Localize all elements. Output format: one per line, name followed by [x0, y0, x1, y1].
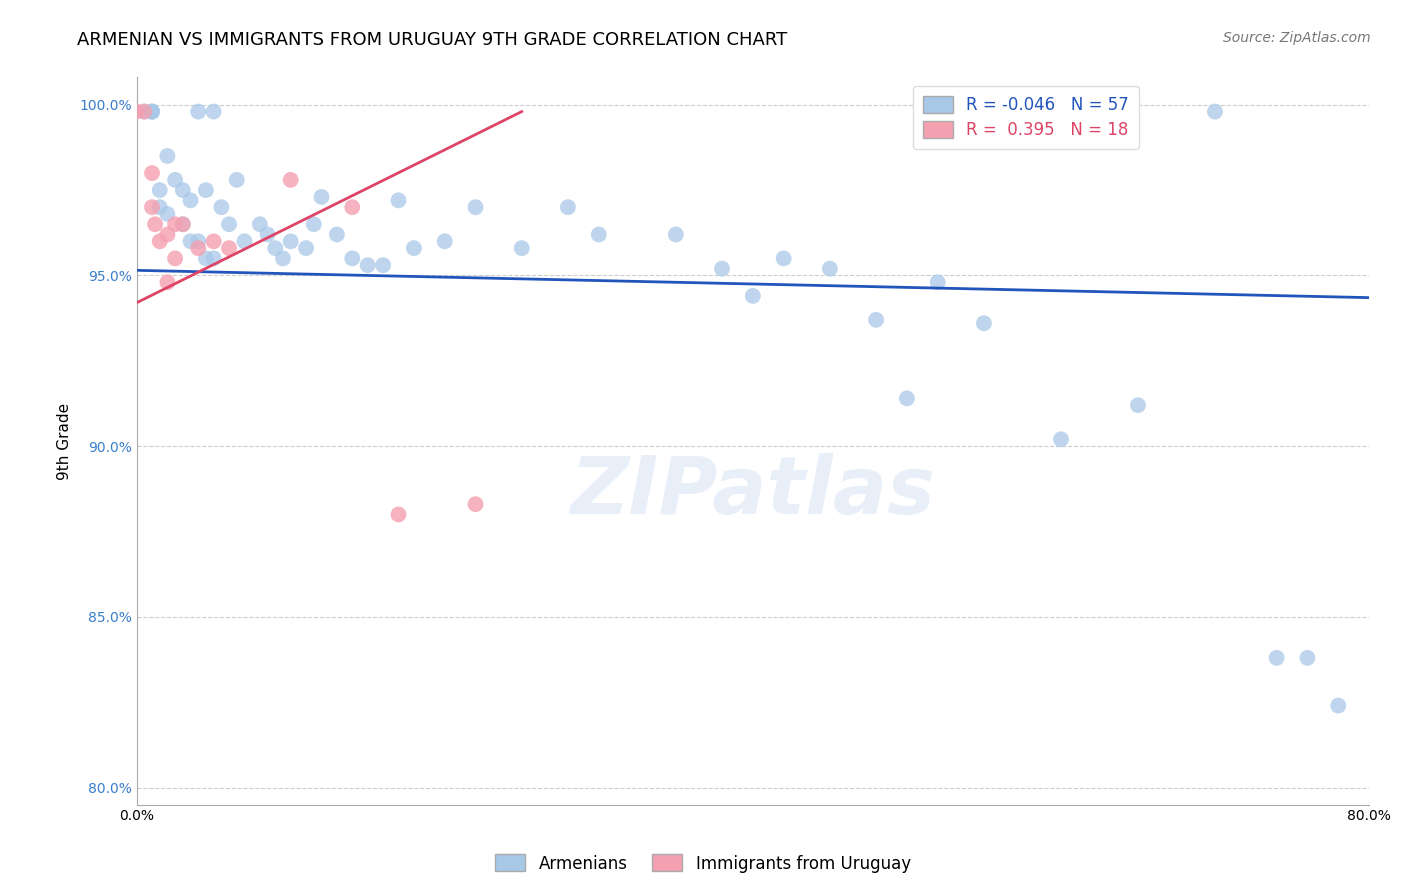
- Point: [202, 235, 225, 249]
- Point: [194, 252, 217, 266]
- Point: [218, 241, 240, 255]
- Point: [172, 217, 194, 231]
- Point: [387, 508, 409, 522]
- Point: [187, 241, 209, 255]
- Point: [141, 104, 163, 119]
- Point: [134, 104, 156, 119]
- Text: ARMENIAN VS IMMIGRANTS FROM URUGUAY 9TH GRADE CORRELATION CHART: ARMENIAN VS IMMIGRANTS FROM URUGUAY 9TH …: [77, 31, 787, 49]
- Point: [187, 235, 209, 249]
- Point: [588, 227, 610, 242]
- Point: [125, 104, 148, 119]
- Point: [665, 227, 688, 242]
- Point: [149, 183, 172, 197]
- Point: [402, 241, 425, 255]
- Point: [772, 252, 794, 266]
- Point: [187, 104, 209, 119]
- Point: [896, 392, 918, 406]
- Point: [156, 149, 179, 163]
- Point: [156, 275, 179, 289]
- Point: [141, 104, 163, 119]
- Point: [865, 313, 887, 327]
- Point: [311, 190, 333, 204]
- Point: [141, 166, 163, 180]
- Point: [1204, 104, 1226, 119]
- Point: [280, 173, 302, 187]
- Point: [557, 200, 579, 214]
- Point: [264, 241, 287, 255]
- Point: [180, 235, 202, 249]
- Point: [165, 217, 187, 231]
- Point: [741, 289, 763, 303]
- Point: [711, 261, 734, 276]
- Point: [165, 252, 187, 266]
- Point: [180, 194, 202, 208]
- Point: [818, 261, 841, 276]
- Point: [202, 252, 225, 266]
- Point: [1327, 698, 1350, 713]
- Point: [387, 194, 409, 208]
- Point: [342, 200, 364, 214]
- Legend: Armenians, Immigrants from Uruguay: Armenians, Immigrants from Uruguay: [488, 847, 918, 880]
- Point: [973, 316, 995, 330]
- Point: [156, 227, 179, 242]
- Point: [249, 217, 271, 231]
- Text: Source: ZipAtlas.com: Source: ZipAtlas.com: [1223, 31, 1371, 45]
- Point: [143, 217, 166, 231]
- Point: [156, 207, 179, 221]
- Point: [1265, 650, 1288, 665]
- Point: [464, 497, 486, 511]
- Point: [172, 217, 194, 231]
- Point: [342, 252, 364, 266]
- Point: [202, 104, 225, 119]
- Point: [194, 183, 217, 197]
- Point: [165, 173, 187, 187]
- Point: [357, 258, 380, 272]
- Point: [371, 258, 394, 272]
- Point: [271, 252, 294, 266]
- Text: ZIPatlas: ZIPatlas: [571, 453, 935, 531]
- Point: [134, 104, 156, 119]
- Legend: R = -0.046   N = 57, R =  0.395   N = 18: R = -0.046 N = 57, R = 0.395 N = 18: [912, 86, 1139, 149]
- Point: [1050, 433, 1073, 447]
- Point: [172, 183, 194, 197]
- Point: [433, 235, 456, 249]
- Point: [141, 200, 163, 214]
- Point: [149, 235, 172, 249]
- Point: [464, 200, 486, 214]
- Point: [302, 217, 325, 231]
- Y-axis label: 9th Grade: 9th Grade: [58, 402, 72, 480]
- Point: [295, 241, 318, 255]
- Point: [209, 200, 232, 214]
- Point: [326, 227, 349, 242]
- Point: [1126, 398, 1149, 412]
- Point: [149, 200, 172, 214]
- Point: [218, 217, 240, 231]
- Point: [141, 104, 163, 119]
- Point: [233, 235, 256, 249]
- Point: [1296, 650, 1319, 665]
- Point: [280, 235, 302, 249]
- Point: [927, 275, 949, 289]
- Point: [510, 241, 533, 255]
- Point: [256, 227, 278, 242]
- Point: [225, 173, 247, 187]
